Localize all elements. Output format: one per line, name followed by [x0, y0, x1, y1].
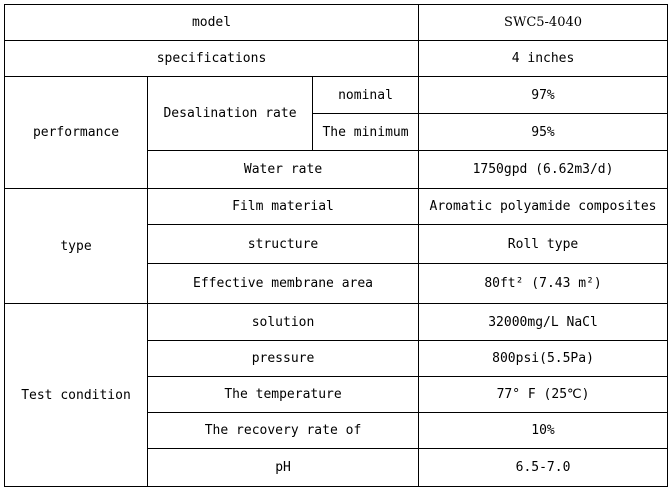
water-rate-label: Water rate	[146, 150, 420, 189]
pressure-label: pressure	[146, 340, 420, 377]
row-desalination-minimum: The minimum 95%	[5, 113, 669, 151]
structure-label: structure	[146, 224, 420, 264]
specifications-value: 4 inches	[418, 40, 669, 77]
row-water-rate: Water rate 1750gpd (6.62m3/d)	[5, 150, 669, 189]
film-material-value: Aromatic polyamide composites	[418, 188, 669, 225]
row-pressure: pressure 800psi(5.5Pa)	[5, 340, 669, 377]
row-recovery-rate: The recovery rate of 10%	[5, 412, 669, 449]
model-label: model	[3, 4, 420, 41]
type-group-label: type	[4, 188, 148, 304]
minimum-value: 95%	[418, 113, 669, 151]
membrane-area-label: Effective membrane area	[146, 263, 420, 304]
recovery-rate-value: 10%	[418, 412, 669, 449]
pressure-value: 800psi(5.5Pa)	[418, 340, 669, 377]
nominal-label: nominal	[311, 76, 420, 114]
temperature-value: 77° F (25℃)	[418, 376, 669, 413]
performance-group-label: performance	[4, 76, 148, 189]
row-specifications: specifications 4 inches	[3, 40, 669, 77]
solution-label: solution	[146, 303, 420, 341]
row-film-material: type Film material Aromatic polyamide co…	[4, 188, 669, 304]
film-material-label: Film material	[146, 188, 420, 225]
specifications-label: specifications	[3, 40, 420, 77]
row-ph: pH 6.5-7.0	[5, 448, 669, 487]
specification-table: model SWC5-4040 specifications 4 inches …	[3, 4, 669, 487]
nominal-value: 97%	[418, 76, 669, 114]
row-temperature: The temperature 77° F (25℃)	[5, 376, 669, 413]
ph-value: 6.5-7.0	[418, 448, 669, 487]
row-structure: structure Roll type	[5, 224, 669, 264]
temperature-label: The temperature	[146, 376, 420, 413]
membrane-area-value: 80ft² (7.43 m²)	[418, 263, 669, 304]
recovery-rate-label: The recovery rate of	[146, 412, 420, 449]
water-rate-value: 1750gpd (6.62m3/d)	[418, 150, 669, 189]
solution-value: 32000mg/L NaCl	[418, 303, 669, 341]
row-solution: Test condition solution 32000mg/L NaCl	[4, 303, 669, 487]
ph-label: pH	[146, 448, 420, 487]
minimum-label: The minimum	[311, 113, 420, 151]
row-model: model SWC5-4040	[3, 4, 669, 41]
row-membrane-area: Effective membrane area 80ft² (7.43 m²)	[5, 263, 669, 304]
row-desalination-nominal: performance Desalination rate nominal 97…	[4, 76, 669, 189]
test-condition-group-label: Test condition	[4, 303, 148, 487]
desalination-rate-label: Desalination rate	[147, 76, 313, 151]
structure-value: Roll type	[418, 224, 669, 264]
model-value: SWC5-4040	[418, 4, 669, 41]
